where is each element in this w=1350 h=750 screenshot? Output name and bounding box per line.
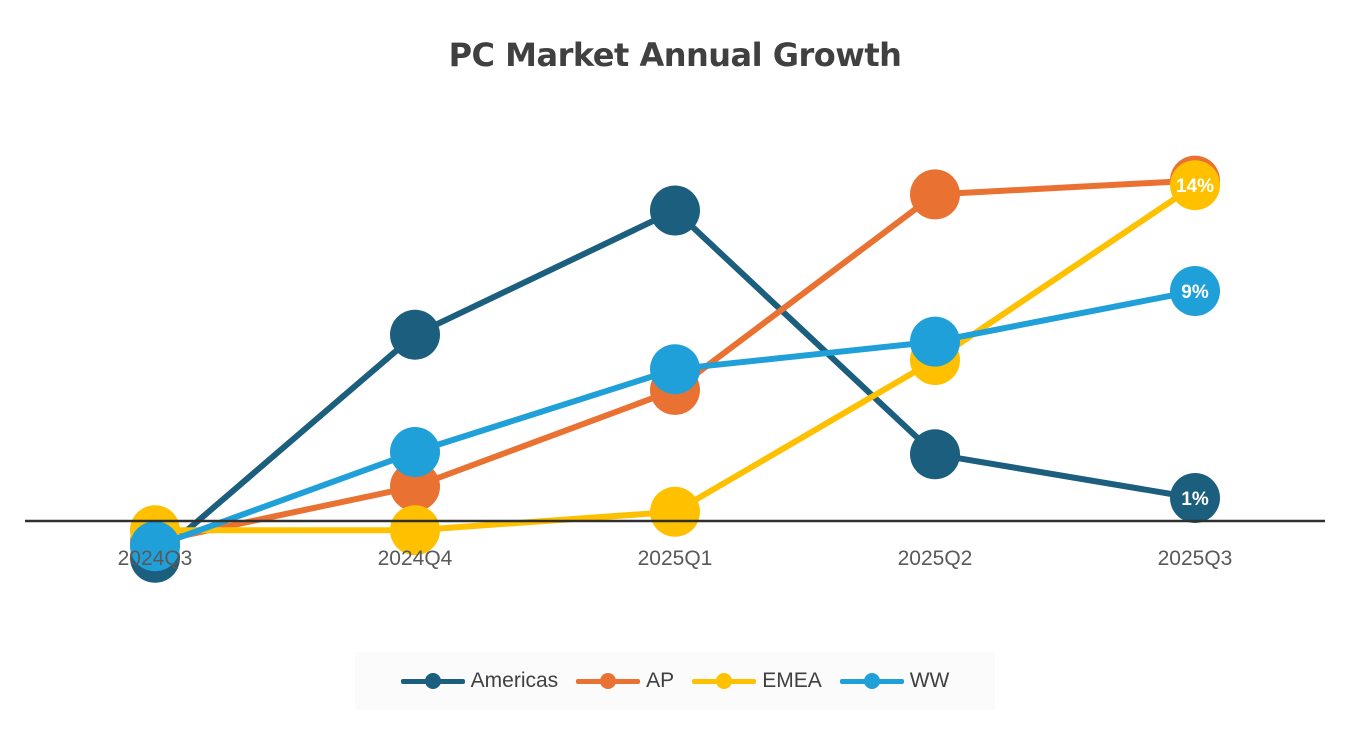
data-point-ww-2025q2[interactable] xyxy=(910,316,960,367)
legend-label-americas: Americas xyxy=(470,669,559,692)
x-tick-label-2024q4: 2024Q4 xyxy=(378,547,453,570)
data-label-americas: 1% xyxy=(1181,489,1209,510)
data-point-emea-2024q4[interactable] xyxy=(390,505,440,556)
chart-title: PC Market Annual Growth xyxy=(448,36,902,74)
legend-item-emea[interactable]: EMEA xyxy=(692,669,822,693)
data-point-ww-2025q1[interactable] xyxy=(650,344,700,395)
x-tick-label-2025q2: 2025Q2 xyxy=(898,547,973,570)
data-point-ap-2025q2[interactable] xyxy=(910,169,960,220)
data-point-americas-2025q3[interactable] xyxy=(1170,473,1220,523)
legend-label-ww: WW xyxy=(909,669,950,692)
legend-item-americas[interactable]: Americas xyxy=(400,669,559,693)
x-axis-ticks: 2024Q3 2024Q4 2025Q1 2025Q2 2025Q3 xyxy=(118,547,1233,570)
data-point-ww-2024q4[interactable] xyxy=(390,427,440,477)
legend-marker-americas xyxy=(400,671,465,691)
x-tick-label-2025q1: 2025Q1 xyxy=(638,547,713,570)
data-point-ap-2024q4[interactable] xyxy=(390,461,440,512)
data-label-emea: 14% xyxy=(1176,176,1214,197)
legend-item-ww[interactable]: WW xyxy=(839,669,950,693)
data-point-emea-2025q1[interactable] xyxy=(650,486,700,537)
chart-legend: Americas AP EMEA WW xyxy=(355,652,995,710)
legend-marker-ww xyxy=(839,671,904,691)
data-point-ww-2024q3[interactable] xyxy=(130,521,180,572)
x-tick-label-2024q3: 2024Q3 xyxy=(118,547,193,570)
x-tick-label-2025q3: 2025Q3 xyxy=(1158,547,1233,570)
data-label-ww: 9% xyxy=(1181,282,1209,303)
data-labels: 1% 14% 9% xyxy=(1176,176,1214,510)
data-point-ww-2025q3[interactable] xyxy=(1170,266,1220,316)
data-point-americas-2024q4[interactable] xyxy=(390,309,440,360)
legend-marker-ap xyxy=(576,671,641,691)
data-point-americas-2025q2[interactable] xyxy=(910,429,960,480)
legend-marker-emea xyxy=(692,671,757,691)
series-layer xyxy=(130,155,1220,583)
legend-item-ap[interactable]: AP xyxy=(576,669,674,693)
legend-label-emea: EMEA xyxy=(762,669,822,692)
data-point-emea-2025q3[interactable] xyxy=(1170,160,1220,211)
data-point-americas-2025q1[interactable] xyxy=(650,185,700,236)
series-ww xyxy=(130,266,1220,572)
legend-label-ap: AP xyxy=(646,669,675,692)
